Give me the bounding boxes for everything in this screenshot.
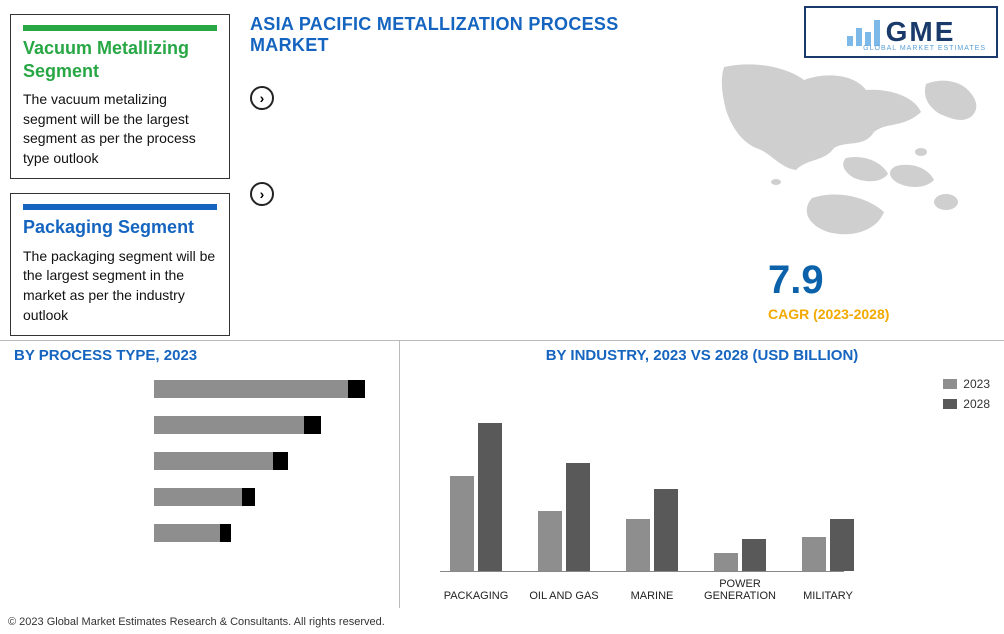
process-bar-track [154, 524, 374, 542]
top-section: Vacuum Metallizing Segment The vacuum me… [0, 0, 1004, 340]
bar-2028 [742, 539, 766, 571]
process-chart-title: BY PROCESS TYPE, 2023 [14, 347, 385, 364]
industry-group-label: POWER GENERATION [690, 578, 790, 603]
bullet-row-2: › [250, 182, 684, 206]
bar-2028 [566, 463, 590, 571]
process-bar-row [14, 378, 385, 400]
bar-2028 [830, 519, 854, 571]
bar-2023 [626, 519, 650, 571]
industry-group-label: MARINE [602, 590, 702, 603]
bottom-section: BY PROCESS TYPE, 2023 BY INDUSTRY, 2023 … [0, 340, 1004, 608]
industry-bar-group: PACKAGING [440, 423, 512, 571]
industry-chart-title: BY INDUSTRY, 2023 VS 2028 (USD BILLION) [414, 347, 990, 364]
card-vacuum-body: The vacuum metalizing segment will be th… [23, 90, 217, 168]
card-vacuum: Vacuum Metallizing Segment The vacuum me… [10, 14, 230, 179]
chevron-right-icon: › [250, 182, 274, 206]
card-packaging-bar [23, 204, 217, 210]
process-bar-row [14, 486, 385, 508]
process-bar-track [154, 416, 374, 434]
card-packaging-body: The packaging segment will be the larges… [23, 247, 217, 325]
left-cards-column: Vacuum Metallizing Segment The vacuum me… [0, 0, 240, 340]
bar-2028 [654, 489, 678, 571]
bar-2023 [714, 553, 738, 571]
legend: 2023 2028 [943, 377, 990, 417]
process-bar-row [14, 522, 385, 544]
industry-group-label: PACKAGING [426, 590, 526, 603]
industry-bar-group: OIL AND GAS [528, 463, 600, 571]
middle-column: ASIA PACIFIC METALLIZATION PROCESS MARKE… [240, 0, 704, 340]
bar-2023 [802, 537, 826, 571]
process-bar-row [14, 414, 385, 436]
footer-copyright: © 2023 Global Market Estimates Research … [8, 616, 385, 628]
logo-text: GME [886, 16, 956, 48]
logo: GME GLOBAL MARKET ESTIMATES [804, 6, 998, 58]
card-vacuum-bar [23, 25, 217, 31]
bar-2023 [450, 476, 474, 571]
process-type-chart: BY PROCESS TYPE, 2023 [0, 341, 400, 608]
logo-bars-icon [847, 18, 880, 46]
page-title: ASIA PACIFIC METALLIZATION PROCESS MARKE… [250, 14, 684, 56]
industry-bar-group: MILITARY [792, 519, 864, 571]
card-vacuum-title: Vacuum Metallizing Segment [23, 37, 217, 82]
process-bar-track [154, 380, 374, 398]
card-packaging-title: Packaging Segment [23, 216, 217, 239]
cagr-label: CAGR (2023-2028) [704, 306, 889, 322]
legend-2023: 2023 [943, 377, 990, 391]
right-column: GME GLOBAL MARKET ESTIMATES 7.9 CAGR (20… [704, 0, 1004, 340]
process-bar-track [154, 452, 374, 470]
industry-group-label: OIL AND GAS [514, 590, 614, 603]
industry-group-label: MILITARY [778, 590, 878, 603]
chevron-right-icon: › [250, 86, 274, 110]
legend-2028: 2028 [943, 397, 990, 411]
process-bars-container [14, 378, 385, 544]
process-bar-row [14, 450, 385, 472]
industry-chart: BY INDUSTRY, 2023 VS 2028 (USD BILLION) … [400, 341, 1004, 608]
industry-bar-group: POWER GENERATION [704, 539, 776, 571]
cagr-value: 7.9 [704, 258, 1004, 303]
logo-subtext: GLOBAL MARKET ESTIMATES [863, 45, 986, 52]
bar-2023 [538, 511, 562, 571]
bar-2028 [478, 423, 502, 571]
industry-bar-group: MARINE [616, 489, 688, 571]
card-packaging: Packaging Segment The packaging segment … [10, 193, 230, 336]
grouped-bars-plot: PACKAGINGOIL AND GASMARINE POWER GENERATI… [440, 381, 844, 572]
asia-pacific-map-icon [716, 62, 992, 242]
bullet-row-1: › [250, 86, 684, 110]
process-bar-track [154, 488, 374, 506]
